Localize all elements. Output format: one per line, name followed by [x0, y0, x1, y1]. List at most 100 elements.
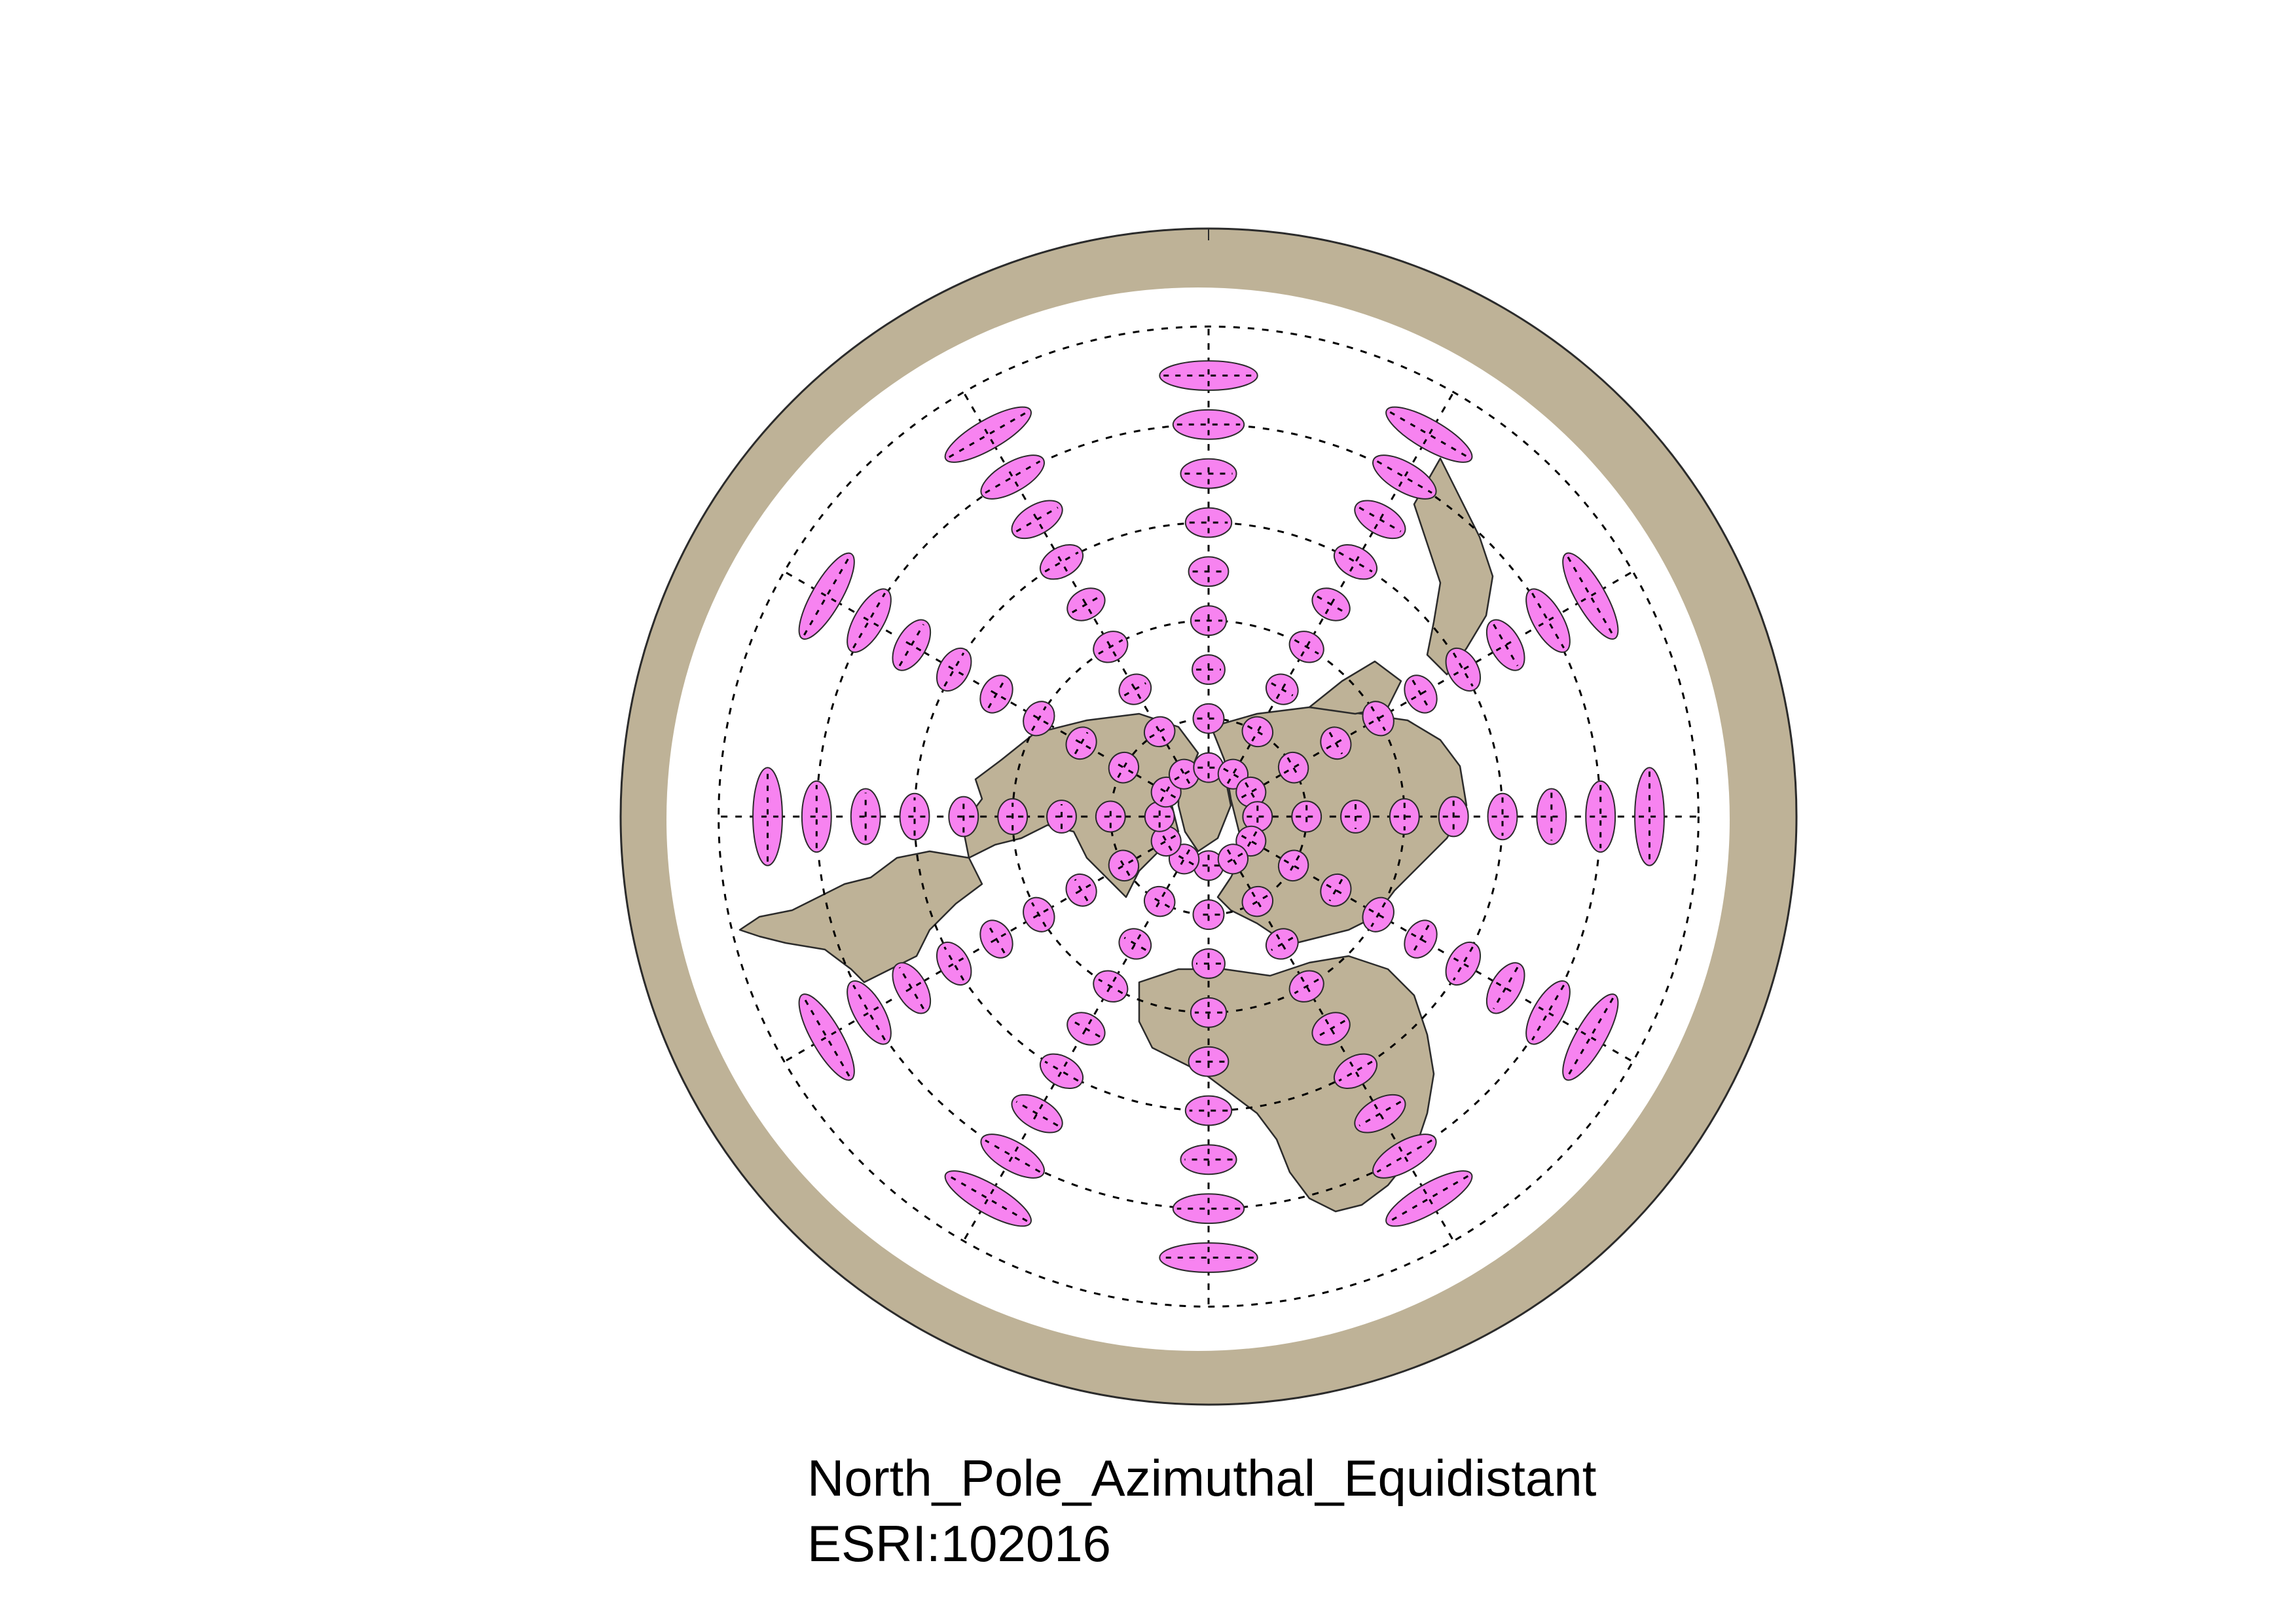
indicatrix-radial-axis	[987, 932, 1006, 946]
indicatrix-tangential-axis	[1245, 782, 1258, 802]
tissot-indicatrix	[801, 780, 832, 853]
indicatrix-ellipse	[1039, 544, 1084, 580]
graticule-meridian	[1232, 858, 1455, 1242]
tissot-indicatrix	[936, 647, 972, 692]
indicatrix-radial-axis	[1156, 834, 1176, 847]
indicatrix-ellipse	[1634, 767, 1665, 866]
tissot-indicatrix	[1180, 458, 1237, 489]
indicatrix-radial-axis	[1104, 637, 1117, 657]
indicatrix-radial-axis	[1326, 883, 1346, 896]
tissot-indicatrix	[1372, 1134, 1437, 1179]
indicatrix-ellipse	[1385, 1170, 1473, 1227]
tissot-indicatrix	[936, 941, 972, 986]
tissot-indicatrix	[1340, 800, 1371, 834]
tissot-indicatrix	[798, 993, 855, 1081]
indicatrix-tangential-axis	[1149, 895, 1171, 908]
indicatrix-radial-axis	[1071, 883, 1091, 896]
indicatrix-radial-axis	[1275, 934, 1288, 954]
tissot-indicatrix	[847, 588, 892, 654]
tissot-indicatrix	[1172, 409, 1245, 440]
indicatrix-tangential-axis	[1117, 855, 1131, 876]
tissot-indicatrix	[1184, 507, 1233, 538]
indicatrix-ellipse	[1172, 1193, 1245, 1225]
indicatrix-tangential-axis	[987, 925, 1006, 953]
indicatrix-radial-axis	[1029, 712, 1049, 725]
indicatrix-ellipse	[847, 588, 892, 654]
indicatrix-tangential-axis	[949, 411, 1028, 458]
indicatrix-radial-axis	[1411, 932, 1430, 946]
indicatrix-radial-axis	[1283, 859, 1303, 872]
indicatrix-ellipse	[1143, 716, 1176, 748]
indicatrix-radial-axis	[859, 614, 879, 627]
tissot-indicatrix	[1217, 843, 1249, 875]
tissot-indicatrix	[1445, 647, 1482, 692]
indicatrix-radial-axis	[1538, 1006, 1558, 1019]
indicatrix-radial-axis	[1104, 976, 1117, 997]
indicatrix-ellipse	[1585, 780, 1616, 853]
indicatrix-tangential-axis	[1223, 767, 1243, 781]
indicatrix-radial-axis	[1283, 761, 1303, 774]
indicatrix-ellipse	[1159, 1242, 1258, 1273]
tissot-indicatrix	[1143, 716, 1176, 748]
projection-boundary	[619, 227, 1798, 1406]
tissot-indicatrix	[1362, 896, 1394, 932]
indicatrix-ellipse	[1372, 454, 1437, 500]
indicatrix-radial-axis	[1398, 1146, 1411, 1166]
tissot-indicatrix	[1093, 970, 1129, 1003]
indicatrix-tangential-axis	[1072, 595, 1101, 614]
tissot-indicatrix	[948, 796, 979, 838]
indicatrix-radial-axis	[1368, 712, 1389, 725]
graticule-meridian	[1250, 570, 1633, 793]
indicatrix-radial-axis	[1423, 424, 1436, 445]
tissot-indicatrix	[1065, 726, 1097, 760]
indicatrix-radial-axis	[981, 424, 994, 445]
tissot-indicatrix	[1093, 631, 1129, 663]
indicatrix-radial-axis	[1368, 908, 1389, 921]
indicatrix-tangential-axis	[1328, 731, 1343, 754]
australia-landmass	[1308, 660, 1402, 715]
tissot-indicatrix	[1320, 726, 1352, 760]
indicatrix-tangential-axis	[1074, 879, 1089, 902]
indicatrix-tangential-axis	[1328, 879, 1343, 902]
graticule-meridian	[1250, 840, 1633, 1063]
indicatrix-ellipse	[798, 552, 855, 640]
tissot-indicatrix	[944, 1170, 1032, 1227]
indicatrix-ellipse	[1039, 1053, 1084, 1090]
tissot-indicatrix	[1525, 980, 1571, 1045]
southeast-asia-landmass	[1413, 457, 1494, 676]
tissot-indicatrix	[1404, 919, 1438, 959]
indicatrix-tangential-axis	[1123, 936, 1146, 951]
tissot-indicatrix	[1241, 885, 1274, 917]
indicatrix-ellipse	[1172, 409, 1245, 440]
indicatrix-tangential-axis	[1493, 967, 1519, 1010]
indicatrix-radial-axis	[1326, 737, 1346, 750]
tissot-indicatrix	[798, 552, 855, 640]
tissot-indicatrix	[1585, 780, 1616, 853]
indicatrix-radial-axis	[1071, 737, 1091, 750]
indicatrix-ellipse	[1525, 980, 1571, 1045]
indicatrix-radial-axis	[1178, 764, 1191, 784]
tissot-indicatrix	[1235, 776, 1267, 808]
indicatrix-tangential-axis	[1567, 997, 1614, 1077]
indicatrix-tangential-axis	[1159, 782, 1173, 802]
tissot-indicatrix	[1118, 673, 1152, 705]
indicatrix-ellipse	[1108, 751, 1140, 784]
tissot-indicatrix	[1525, 588, 1571, 654]
indicatrix-radial-axis	[1055, 1061, 1068, 1081]
tissot-indicatrix	[1320, 873, 1352, 907]
indicatrix-radial-axis	[816, 1031, 837, 1044]
tissot-indicatrix	[1311, 1012, 1351, 1046]
tissot-indicatrix	[1159, 360, 1258, 391]
tissot-indicatrix	[1288, 631, 1324, 663]
indicatrix-radial-axis	[1114, 761, 1134, 774]
indicatrix-tangential-axis	[1370, 706, 1387, 731]
tissot-indicatrix	[1143, 885, 1176, 917]
indicatrix-tangential-axis	[1493, 623, 1519, 667]
tissot-indicatrix	[1172, 1193, 1245, 1225]
indicatrix-tangential-axis	[1412, 680, 1430, 709]
indicatrix-ellipse	[798, 993, 855, 1081]
indicatrix-radial-axis	[1349, 552, 1362, 572]
indicatrix-tangential-axis	[1015, 1101, 1059, 1127]
